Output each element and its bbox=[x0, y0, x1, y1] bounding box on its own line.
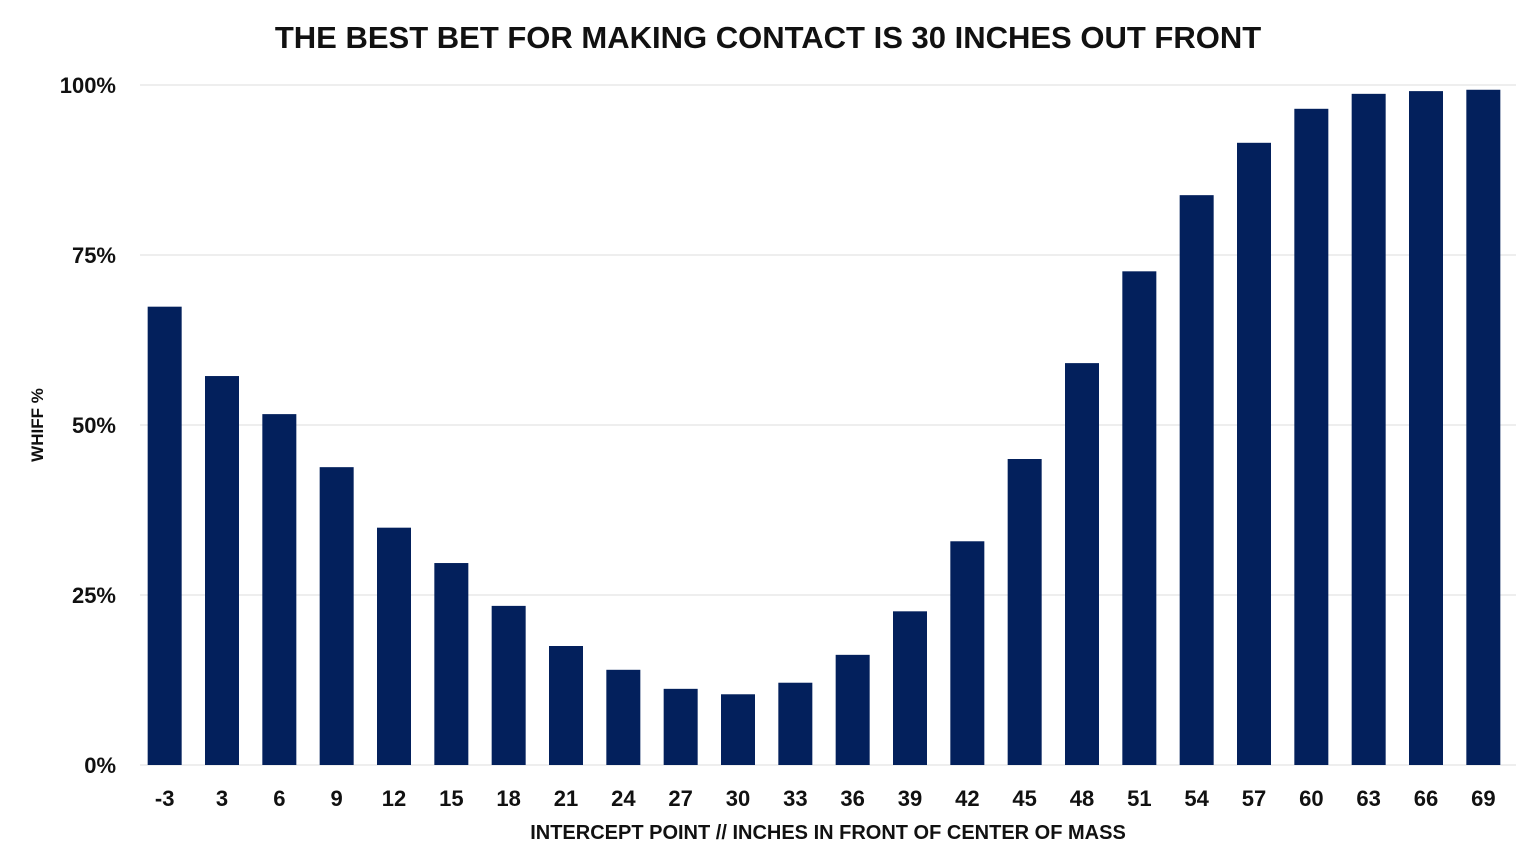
x-tick-label: 48 bbox=[1070, 786, 1094, 811]
bar--3 bbox=[147, 306, 182, 765]
x-tick-label: 45 bbox=[1012, 786, 1036, 811]
y-tick-label: 0% bbox=[84, 753, 116, 778]
y-tick-label: 50% bbox=[72, 413, 116, 438]
bar-6 bbox=[262, 414, 297, 765]
x-tick-label: 30 bbox=[726, 786, 750, 811]
bar-45 bbox=[1007, 459, 1042, 765]
bar-48 bbox=[1065, 363, 1099, 765]
bar-21 bbox=[549, 646, 583, 765]
bar-66 bbox=[1409, 91, 1443, 766]
bar-27 bbox=[663, 688, 698, 765]
bar-54 bbox=[1179, 195, 1214, 765]
x-tick-label: 6 bbox=[273, 786, 285, 811]
x-tick-label: 15 bbox=[439, 786, 463, 811]
chart-title: THE BEST BET FOR MAKING CONTACT IS 30 IN… bbox=[275, 20, 1261, 55]
bar-39 bbox=[893, 611, 927, 765]
x-tick-label: 39 bbox=[898, 786, 922, 811]
bar-51 bbox=[1122, 271, 1157, 765]
bar-42 bbox=[950, 541, 985, 765]
bar-18 bbox=[491, 605, 526, 765]
bar-15 bbox=[434, 563, 469, 765]
bar-69 bbox=[1466, 89, 1501, 765]
x-tick-label: 21 bbox=[554, 786, 578, 811]
y-tick-label: 75% bbox=[72, 243, 116, 268]
bar-33 bbox=[778, 682, 813, 765]
x-tick-label: 60 bbox=[1299, 786, 1323, 811]
x-tick-label: 66 bbox=[1414, 786, 1438, 811]
bar-30 bbox=[721, 694, 755, 765]
x-tick-label: 36 bbox=[840, 786, 864, 811]
bar-12 bbox=[377, 527, 411, 765]
bar-57 bbox=[1237, 142, 1271, 766]
x-tick-label: 42 bbox=[955, 786, 979, 811]
x-tick-label: 12 bbox=[382, 786, 406, 811]
x-tick-label: 33 bbox=[783, 786, 807, 811]
x-tick-label: 3 bbox=[216, 786, 228, 811]
x-tick-label: -3 bbox=[155, 786, 175, 811]
x-tick-label: 51 bbox=[1127, 786, 1151, 811]
x-tick-label: 57 bbox=[1242, 786, 1266, 811]
bar-36 bbox=[835, 654, 870, 765]
bar-9 bbox=[319, 467, 354, 765]
x-axis-label: INTERCEPT POINT // INCHES IN FRONT OF CE… bbox=[530, 822, 1126, 844]
y-tick-label: 100% bbox=[60, 73, 116, 98]
x-tick-label: 54 bbox=[1184, 786, 1209, 811]
bar-24 bbox=[606, 669, 641, 765]
y-tick-label: 25% bbox=[72, 583, 116, 608]
bar-60 bbox=[1294, 108, 1329, 766]
x-tick-label: 9 bbox=[331, 786, 343, 811]
x-tick-label: 24 bbox=[611, 786, 636, 811]
x-tick-label: 63 bbox=[1356, 786, 1380, 811]
x-tick-label: 27 bbox=[668, 786, 692, 811]
x-tick-label: 69 bbox=[1471, 786, 1495, 811]
y-axis-label: WHIFF % bbox=[28, 388, 47, 462]
bar-63 bbox=[1351, 93, 1386, 766]
x-tick-label: 18 bbox=[496, 786, 520, 811]
bar-3 bbox=[205, 376, 239, 765]
